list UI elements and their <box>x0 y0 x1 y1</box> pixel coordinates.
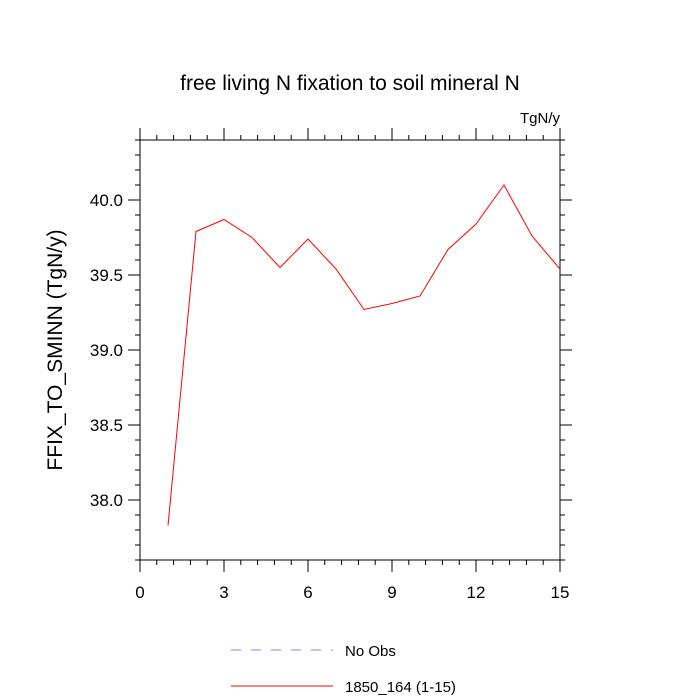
x-tick-label: 6 <box>303 583 312 602</box>
legend-label: No Obs <box>345 643 396 660</box>
x-tick-label: 3 <box>219 583 228 602</box>
axis-ticks <box>128 128 572 572</box>
legend-label: 1850_164 (1-15) <box>345 679 456 696</box>
y-axis-label: FFIX_TO_SMINN (TgN/y) <box>44 229 67 470</box>
x-tick-label: 12 <box>467 583 486 602</box>
units-label: TgN/y <box>520 110 561 127</box>
y-tick-label: 38.0 <box>90 491 123 510</box>
x-tick-label: 0 <box>135 583 144 602</box>
x-tick-label: 9 <box>387 583 396 602</box>
x-tick-label: 15 <box>551 583 570 602</box>
y-tick-label: 39.0 <box>90 341 123 360</box>
y-tick-label: 39.5 <box>90 266 123 285</box>
y-tick-label: 38.5 <box>90 416 123 435</box>
series-line <box>167 184 561 526</box>
legend: No Obs 1850_164 (1-15) <box>231 643 456 696</box>
axis-tick-labels: 0 3 6 9 12 15 38.0 38.5 39.0 39.5 40.0 <box>90 191 570 602</box>
plot-frame <box>139 139 561 561</box>
chart-title: free living N fixation to soil mineral N <box>180 72 520 95</box>
series-layer <box>167 184 561 526</box>
y-tick-label: 40.0 <box>90 191 123 210</box>
